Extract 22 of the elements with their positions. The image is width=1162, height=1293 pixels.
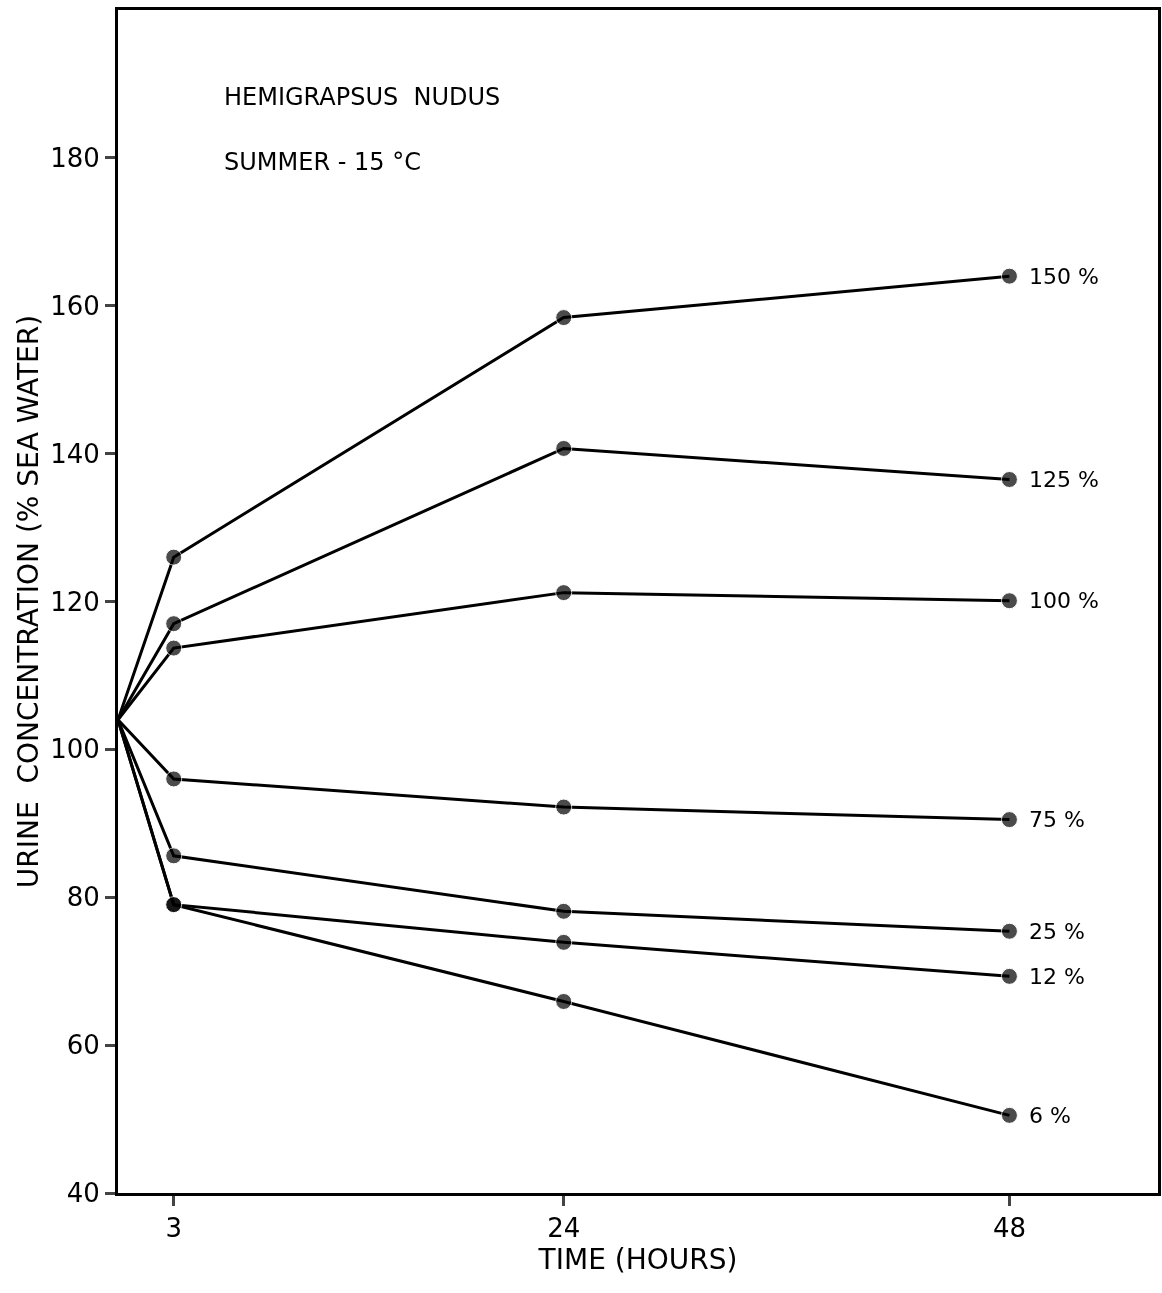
series-label: 6 % xyxy=(1029,1103,1071,1128)
y-tick-label: 140 xyxy=(50,438,100,469)
y-tick-label: 60 xyxy=(66,1030,100,1061)
series-label: 100 % xyxy=(1029,588,1099,613)
y-tick-label: 80 xyxy=(66,882,100,913)
x-axis-title: TIME (HOURS) xyxy=(537,1243,738,1277)
y-tick-label: 100 xyxy=(50,734,100,765)
series-label: 12 % xyxy=(1029,964,1085,989)
y-axis-title: URINE CONCENTRATION (% SEA WATER) xyxy=(11,314,45,889)
y-tick-label: 120 xyxy=(50,586,100,617)
y-tick-label: 40 xyxy=(66,1178,100,1209)
x-tick-label: 48 xyxy=(992,1213,1026,1244)
series-label: 75 % xyxy=(1029,807,1085,832)
x-tick-label: 3 xyxy=(165,1213,182,1244)
x-tick-label: 24 xyxy=(547,1213,581,1244)
series-label: 125 % xyxy=(1029,467,1099,492)
y-tick-label: 160 xyxy=(50,290,100,321)
text: SUMMER - 15 °C xyxy=(224,148,421,176)
text: HEMIGRAPSUS NUDUS xyxy=(224,83,501,111)
series-label: 25 % xyxy=(1029,919,1085,944)
y-tick-label: 180 xyxy=(50,142,100,173)
series-label: 150 % xyxy=(1029,264,1099,289)
